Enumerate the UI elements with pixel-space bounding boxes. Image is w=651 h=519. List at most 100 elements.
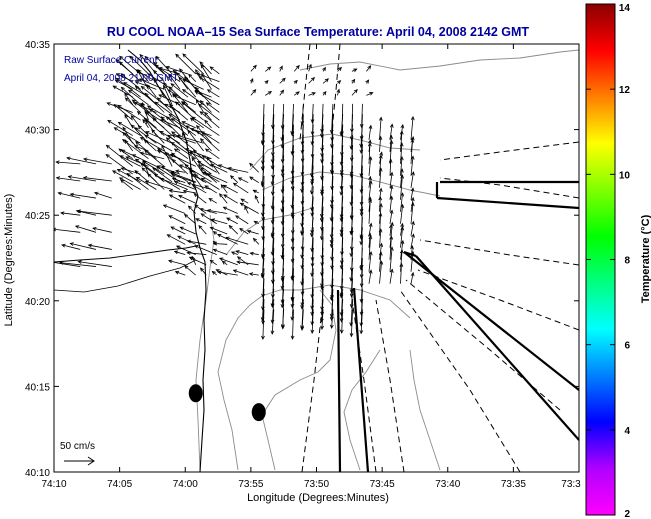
radial-solid bbox=[403, 250, 417, 258]
current-vector bbox=[321, 165, 324, 196]
current-vector bbox=[282, 299, 285, 329]
current-vector-head bbox=[194, 89, 199, 94]
scale-arrow bbox=[64, 456, 95, 466]
current-vector-head bbox=[221, 260, 226, 265]
current-vector bbox=[213, 243, 228, 245]
current-vector bbox=[389, 247, 393, 272]
current-vector-head bbox=[290, 296, 295, 302]
current-vector bbox=[198, 103, 220, 121]
current-vector-head bbox=[280, 221, 285, 226]
current-vector bbox=[237, 261, 259, 266]
current-vector-head bbox=[191, 255, 196, 261]
current-vector-head bbox=[229, 175, 235, 180]
current-vector-head bbox=[351, 78, 356, 84]
current-vector-head bbox=[167, 259, 173, 264]
current-vector bbox=[235, 250, 249, 255]
current-vector-head bbox=[271, 174, 275, 180]
current-vector bbox=[204, 119, 212, 129]
current-vector bbox=[351, 247, 353, 271]
current-vector-head bbox=[300, 265, 305, 270]
subtitle-date: April 04, 2008 21:00 GMT bbox=[64, 73, 179, 84]
current-vector bbox=[311, 155, 314, 183]
current-vector bbox=[321, 278, 324, 310]
current-vector-head bbox=[329, 316, 334, 322]
current-vector bbox=[389, 135, 392, 152]
current-vector-head bbox=[280, 125, 285, 130]
current-vector-head bbox=[410, 271, 415, 277]
current-vector bbox=[210, 227, 228, 235]
current-vector bbox=[265, 66, 271, 72]
current-vector bbox=[249, 176, 259, 184]
current-vector-head bbox=[170, 226, 175, 231]
current-vector-head bbox=[140, 85, 145, 90]
current-vector-head bbox=[310, 305, 315, 310]
subtitle-raw-surface-current: Raw Surface Current bbox=[64, 55, 158, 66]
current-vector-head bbox=[300, 121, 305, 126]
current-vector-head bbox=[359, 173, 364, 178]
current-vector-head bbox=[61, 243, 66, 248]
current-vector bbox=[115, 59, 134, 75]
current-vector-head bbox=[320, 255, 325, 260]
current-vector-head bbox=[183, 213, 189, 218]
current-vector bbox=[249, 163, 260, 173]
current-vector-head bbox=[162, 204, 168, 208]
current-vector bbox=[331, 103, 334, 134]
current-vector-head bbox=[181, 101, 186, 106]
current-vector-head bbox=[300, 149, 305, 155]
current-vector-head bbox=[133, 102, 138, 106]
current-vector bbox=[400, 223, 403, 236]
current-vector-head bbox=[359, 311, 364, 316]
current-vector-head bbox=[165, 137, 170, 142]
current-vector-head bbox=[145, 131, 150, 135]
current-vector-head bbox=[359, 322, 364, 327]
current-vector-head bbox=[240, 198, 245, 203]
current-vector-head bbox=[290, 303, 295, 309]
current-vector-head bbox=[137, 125, 142, 130]
current-vector-head bbox=[339, 185, 344, 191]
current-vector-head bbox=[320, 325, 324, 330]
current-vector-head bbox=[339, 318, 344, 323]
current-vector bbox=[198, 164, 212, 175]
current-vector bbox=[157, 165, 181, 175]
current-vector bbox=[117, 169, 141, 183]
current-vector bbox=[379, 136, 382, 152]
current-vector bbox=[279, 66, 283, 72]
current-vector-head bbox=[120, 86, 125, 91]
current-vector-head bbox=[168, 194, 174, 199]
current-vector bbox=[272, 114, 275, 144]
current-vector bbox=[254, 195, 260, 204]
current-vector-head bbox=[367, 65, 372, 70]
current-vector-head bbox=[128, 89, 133, 94]
colorbar-tick-label: 12 bbox=[619, 85, 631, 96]
current-vector-head bbox=[136, 111, 142, 116]
current-vector-head bbox=[270, 303, 275, 308]
current-vector-head bbox=[300, 223, 304, 228]
current-vector bbox=[410, 272, 414, 284]
current-vector bbox=[272, 257, 275, 284]
current-vector-head bbox=[264, 80, 269, 85]
current-vector bbox=[368, 233, 371, 248]
current-vector-head bbox=[112, 85, 117, 90]
current-vector bbox=[196, 99, 204, 113]
current-vector bbox=[262, 227, 265, 259]
current-vector-head bbox=[209, 259, 214, 264]
current-vector bbox=[271, 227, 275, 255]
current-vector bbox=[249, 273, 259, 276]
current-vector bbox=[83, 158, 112, 165]
current-vector-head bbox=[197, 164, 203, 169]
current-vector-head bbox=[236, 260, 241, 265]
current-vector-head bbox=[66, 156, 71, 161]
colorbar-tick-label: 8 bbox=[624, 256, 630, 267]
current-vector bbox=[350, 309, 353, 337]
current-vector-head bbox=[239, 202, 244, 207]
current-vector-head bbox=[261, 306, 265, 311]
current-vector-head bbox=[369, 92, 374, 96]
current-vector-head bbox=[244, 205, 248, 210]
current-vector bbox=[389, 140, 393, 164]
current-vector-head bbox=[339, 233, 344, 238]
current-vector-head bbox=[260, 183, 265, 188]
current-vector-head bbox=[290, 151, 295, 156]
current-vector bbox=[145, 131, 173, 144]
current-vector-head bbox=[186, 181, 192, 186]
current-vector-head bbox=[235, 215, 240, 220]
